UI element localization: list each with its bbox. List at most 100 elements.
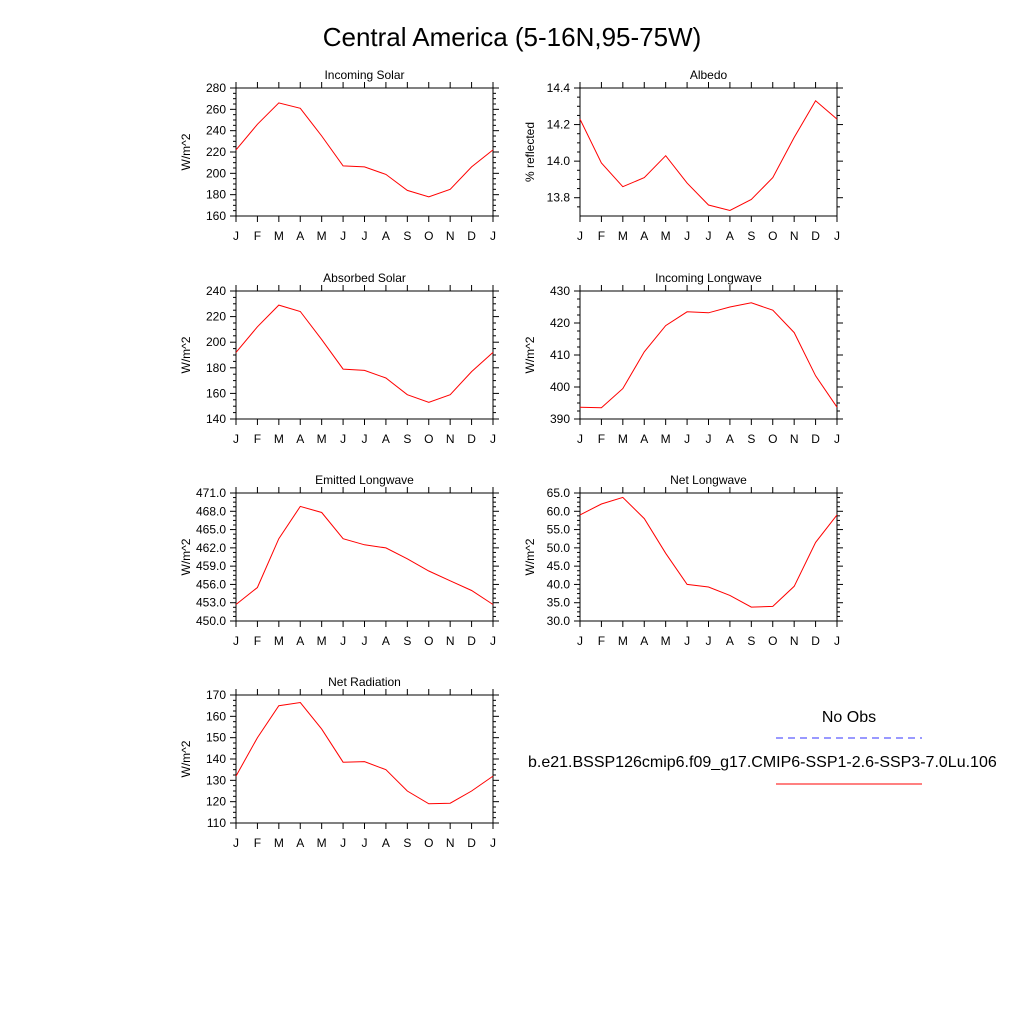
series-line bbox=[579, 100, 838, 212]
x-tick-label: J bbox=[834, 432, 840, 446]
x-tick-label: J bbox=[490, 634, 496, 648]
x-tick-label: A bbox=[296, 229, 304, 243]
y-axis-label: W/m^2 bbox=[179, 133, 193, 170]
y-tick-label: 453.0 bbox=[196, 596, 226, 610]
y-tick-label: 390 bbox=[550, 412, 570, 426]
x-tick-label: A bbox=[640, 634, 648, 648]
y-tick-label: 130 bbox=[206, 773, 226, 787]
y-tick-label: 170 bbox=[206, 688, 226, 702]
x-tick-label: M bbox=[317, 432, 327, 446]
x-tick-label: A bbox=[382, 634, 390, 648]
x-tick-label: A bbox=[296, 432, 304, 446]
x-tick-label: J bbox=[340, 634, 346, 648]
y-tick-label: 160 bbox=[206, 386, 226, 400]
x-tick-label: J bbox=[340, 836, 346, 850]
x-tick-label: J bbox=[340, 229, 346, 243]
y-tick-label: 140 bbox=[206, 752, 226, 766]
y-tick-label: 65.0 bbox=[547, 486, 571, 500]
x-tick-label: D bbox=[811, 634, 820, 648]
x-tick-label: J bbox=[706, 634, 712, 648]
series-line bbox=[235, 505, 494, 605]
y-tick-label: 200 bbox=[206, 335, 226, 349]
y-tick-label: 220 bbox=[206, 310, 226, 324]
x-tick-label: N bbox=[446, 634, 455, 648]
x-tick-label: J bbox=[233, 229, 239, 243]
x-tick-label: J bbox=[490, 432, 496, 446]
panel-net-longwave: Net Longwave W/m^2 30.0 35.0 40.0 45.0 50.0 55.… bbox=[523, 473, 843, 648]
x-tick-label: M bbox=[618, 229, 628, 243]
x-tick-label: J bbox=[233, 634, 239, 648]
panel-title: Incoming Solar bbox=[324, 68, 404, 82]
y-tick-label: 14.2 bbox=[547, 118, 571, 132]
panel-title: Albedo bbox=[690, 68, 728, 82]
x-tick-label: N bbox=[446, 229, 455, 243]
panel-emitted-longwave: Emitted Longwave W/m^2 450.0 453.0 456.0 459.… bbox=[179, 473, 499, 648]
x-tick-label: J bbox=[233, 432, 239, 446]
x-tick-label: J bbox=[362, 634, 368, 648]
x-tick-label: M bbox=[274, 229, 284, 243]
panel-title: Emitted Longwave bbox=[315, 473, 414, 487]
x-tick-label: M bbox=[618, 634, 628, 648]
x-tick-label: A bbox=[382, 229, 390, 243]
y-tick-label: 45.0 bbox=[547, 559, 571, 573]
x-tick-label: O bbox=[768, 634, 777, 648]
x-tick-label: J bbox=[684, 229, 690, 243]
legend-model-label: b.e21.BSSP126cmip6.f09_g17.CMIP6-SSP1-2.… bbox=[528, 754, 997, 771]
x-tick-label: A bbox=[296, 836, 304, 850]
y-tick-label: 200 bbox=[206, 166, 226, 180]
x-tick-label: A bbox=[382, 432, 390, 446]
x-tick-label: O bbox=[768, 432, 777, 446]
series-line bbox=[235, 701, 494, 805]
x-tick-label: A bbox=[726, 432, 734, 446]
x-tick-label: J bbox=[362, 229, 368, 243]
panel-title: Absorbed Solar bbox=[323, 271, 406, 285]
x-tick-label: J bbox=[362, 836, 368, 850]
x-tick-label: A bbox=[382, 836, 390, 850]
legend: No Obs b.e21.BSSP126cmip6.f09_g17.CMIP6-… bbox=[528, 709, 997, 785]
x-tick-label: N bbox=[790, 634, 799, 648]
plot-frame bbox=[579, 87, 838, 217]
y-tick-label: 430 bbox=[550, 284, 570, 298]
x-tick-label: M bbox=[661, 432, 671, 446]
x-tick-label: S bbox=[747, 432, 755, 446]
y-tick-label: 150 bbox=[206, 731, 226, 745]
panel-title: Net Longwave bbox=[670, 473, 747, 487]
x-tick-label: F bbox=[598, 634, 605, 648]
x-tick-label: F bbox=[254, 836, 261, 850]
figure-title: Central America (5-16N,95-75W) bbox=[323, 22, 702, 52]
panel-title: Incoming Longwave bbox=[655, 271, 762, 285]
plot-frame bbox=[579, 492, 838, 622]
y-tick-label: 30.0 bbox=[547, 614, 571, 628]
x-tick-label: M bbox=[274, 432, 284, 446]
x-tick-label: J bbox=[340, 432, 346, 446]
x-tick-label: O bbox=[424, 432, 433, 446]
y-axis-label: W/m^2 bbox=[179, 740, 193, 777]
x-tick-label: N bbox=[790, 229, 799, 243]
x-tick-label: A bbox=[640, 229, 648, 243]
x-tick-label: S bbox=[403, 432, 411, 446]
y-tick-label: 120 bbox=[206, 795, 226, 809]
x-tick-label: D bbox=[811, 432, 820, 446]
x-tick-label: M bbox=[274, 634, 284, 648]
y-tick-label: 60.0 bbox=[547, 504, 571, 518]
y-tick-label: 14.4 bbox=[547, 81, 571, 95]
x-tick-label: N bbox=[790, 432, 799, 446]
x-tick-label: J bbox=[834, 229, 840, 243]
x-tick-label: M bbox=[661, 634, 671, 648]
x-tick-label: D bbox=[811, 229, 820, 243]
y-tick-label: 35.0 bbox=[547, 596, 571, 610]
y-axis-label: W/m^2 bbox=[523, 538, 537, 575]
x-tick-label: J bbox=[577, 432, 583, 446]
x-tick-label: O bbox=[768, 229, 777, 243]
panel-incoming-solar: Incoming Solar W/m^2 160 180 200 220 240 260 280… bbox=[179, 68, 499, 243]
y-tick-label: 240 bbox=[206, 284, 226, 298]
y-tick-label: 465.0 bbox=[196, 523, 226, 537]
x-tick-label: J bbox=[577, 634, 583, 648]
plot-frame bbox=[235, 694, 494, 824]
x-tick-label: J bbox=[362, 432, 368, 446]
x-tick-label: F bbox=[254, 432, 261, 446]
series-line bbox=[235, 102, 494, 198]
